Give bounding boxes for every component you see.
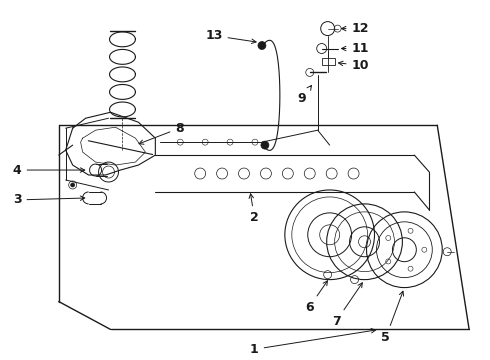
Circle shape: [258, 41, 266, 50]
Text: 6: 6: [305, 281, 327, 314]
Text: 5: 5: [382, 291, 404, 344]
Text: 2: 2: [249, 194, 259, 224]
Text: 8: 8: [139, 122, 184, 144]
Text: 13: 13: [205, 29, 256, 44]
Text: 11: 11: [342, 42, 369, 55]
Text: 3: 3: [13, 193, 85, 206]
Text: 10: 10: [339, 59, 369, 72]
Text: 12: 12: [342, 22, 369, 35]
Circle shape: [261, 141, 269, 149]
Text: 9: 9: [298, 85, 312, 105]
Text: 1: 1: [250, 329, 376, 356]
Text: 4: 4: [13, 163, 85, 176]
Circle shape: [71, 183, 74, 187]
Text: 7: 7: [332, 283, 363, 328]
